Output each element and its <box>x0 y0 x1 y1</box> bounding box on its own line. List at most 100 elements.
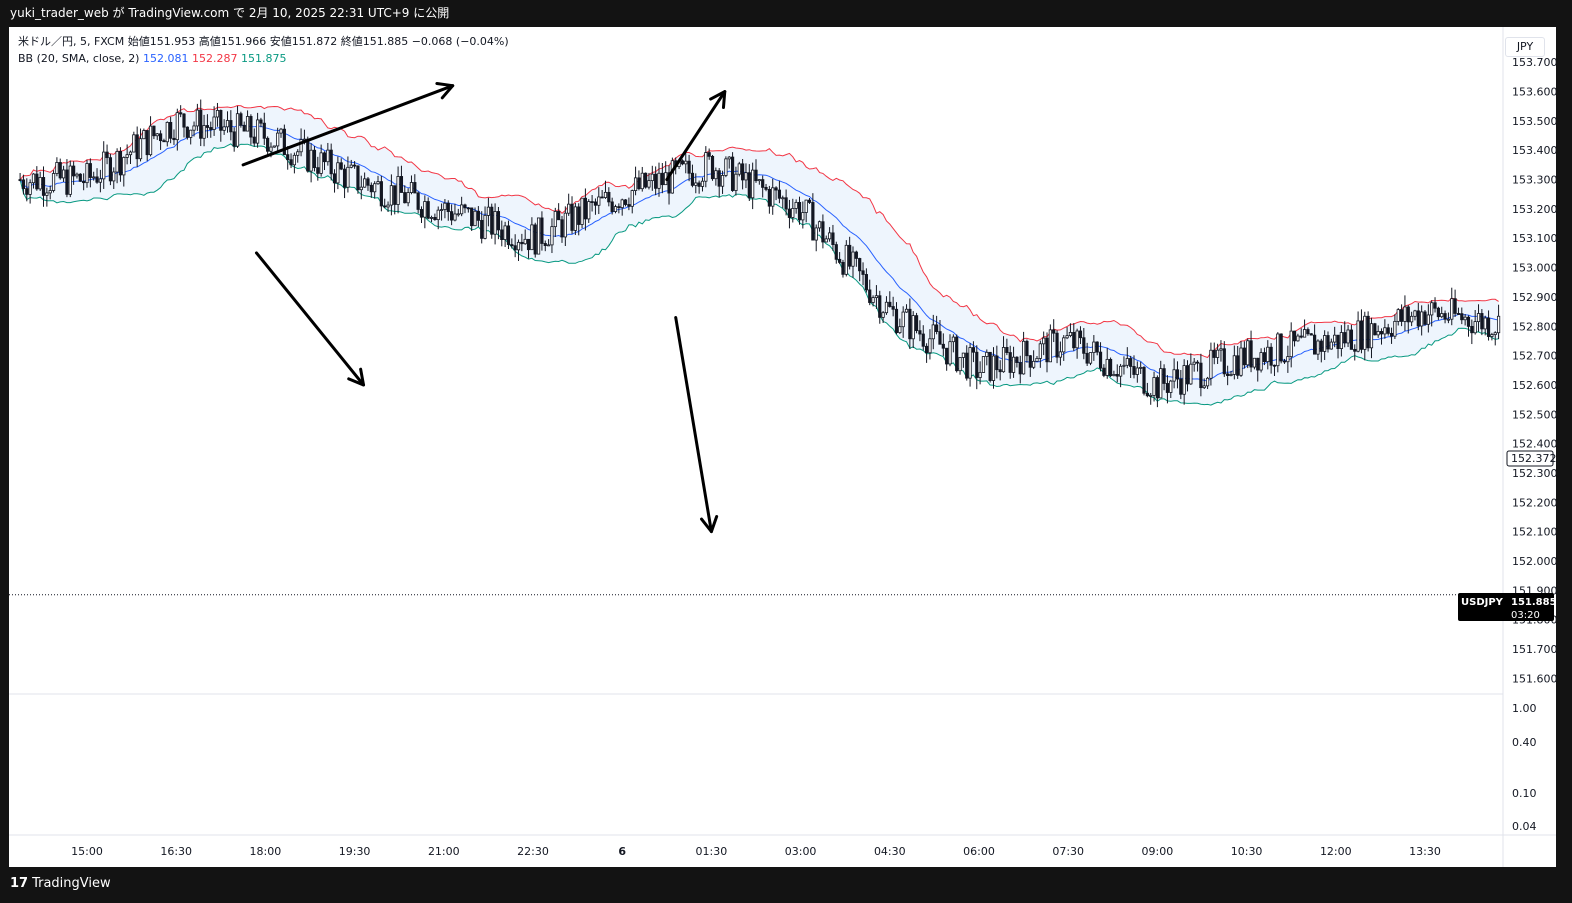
candle-body <box>1423 311 1427 325</box>
candle-body <box>761 179 765 188</box>
candle <box>493 203 497 245</box>
candle-body <box>182 113 186 128</box>
candle <box>105 144 109 165</box>
candle-body <box>640 172 644 190</box>
candle-body <box>657 172 661 189</box>
chart-canvas[interactable]: 153.700 153.600 153.500 153.400 153.300 153.2… <box>9 27 1556 867</box>
candle-body <box>1122 364 1126 367</box>
candle <box>935 315 939 335</box>
candle-body <box>894 308 899 334</box>
candle-body <box>1001 347 1006 373</box>
price-tick-label: 152.800 <box>1512 320 1556 333</box>
candle-body <box>58 162 62 179</box>
candle <box>955 334 959 373</box>
candle-body <box>1222 348 1226 375</box>
candle-body <box>393 185 397 205</box>
candle <box>28 179 32 204</box>
bb-label: BB (20, SMA, close, 2) <box>18 52 140 65</box>
candle <box>165 121 169 147</box>
arrow-shaft <box>241 84 455 167</box>
candle-body <box>1319 340 1323 352</box>
chart-legend[interactable]: 米ドル／円, 5, FXCM 始値151.953 高値151.966 安値151… <box>18 33 509 67</box>
time-tick-label: 22:30 <box>517 845 549 858</box>
trend-arrow[interactable] <box>254 251 366 387</box>
candle-body <box>346 166 350 188</box>
candle <box>138 128 143 162</box>
sub-pane-axis[interactable]: 1.00 0.40 0.10 0.04 <box>1512 702 1537 833</box>
ohlc-low: 安値151.872 <box>269 35 338 48</box>
candle <box>941 333 945 356</box>
candle-body <box>1142 366 1146 394</box>
candle-body <box>500 229 504 240</box>
candle <box>1222 341 1226 377</box>
candle-body <box>1470 325 1474 334</box>
candle <box>152 125 156 140</box>
candle <box>807 198 812 204</box>
price-axis[interactable]: 153.700 153.600 153.500 153.400 153.300 153.2… <box>1512 56 1556 685</box>
candle <box>557 203 561 221</box>
candle <box>1420 305 1424 336</box>
time-axis[interactable]: 15:00 16:30 18:00 19:30 21:00 22:30 6 01:30 03:0… <box>71 845 1441 858</box>
trend-arrow[interactable] <box>241 81 455 167</box>
candle-body <box>192 125 196 131</box>
candle <box>918 320 922 342</box>
candle <box>904 304 909 313</box>
candle-body <box>1256 357 1260 371</box>
candle-body <box>536 217 541 255</box>
candle <box>530 217 534 251</box>
candle <box>286 146 290 170</box>
trend-arrow[interactable] <box>665 90 727 182</box>
candle-body <box>480 219 484 239</box>
candle-body <box>339 162 343 170</box>
currency-button[interactable]: JPY <box>1505 37 1545 57</box>
candle <box>874 285 879 309</box>
candle-body <box>1162 368 1166 384</box>
candle <box>1266 340 1270 370</box>
candle <box>577 203 581 236</box>
trend-arrow[interactable] <box>674 315 719 534</box>
candle <box>570 196 574 234</box>
candle <box>122 156 126 187</box>
arrow-shaft <box>665 90 727 182</box>
candle <box>352 161 357 169</box>
candle-body <box>199 109 203 139</box>
candle <box>369 182 373 198</box>
candle <box>657 162 661 197</box>
candle-body <box>349 164 353 168</box>
candle <box>834 241 838 264</box>
candle <box>296 149 300 163</box>
candle-body <box>1155 377 1159 399</box>
chart-frame[interactable]: 153.700 153.600 153.500 153.400 153.300 153.2… <box>9 27 1556 867</box>
candle-body <box>1175 369 1180 380</box>
candle-body <box>898 326 902 334</box>
candle-body <box>399 176 404 193</box>
candle <box>630 189 634 214</box>
candle <box>710 154 715 181</box>
arrow-drawings[interactable] <box>241 81 1556 631</box>
bb-legend-row[interactable]: BB (20, SMA, close, 2) 152.081 152.287 1… <box>18 50 509 67</box>
candle <box>1343 321 1347 348</box>
candle <box>694 173 698 194</box>
candle <box>580 197 584 229</box>
candle-body <box>567 203 571 214</box>
candle <box>791 198 795 223</box>
candle-body <box>670 160 674 194</box>
candle-body <box>543 243 547 247</box>
candle <box>1078 326 1083 345</box>
current-price-symbol: USDJPY <box>1461 597 1504 608</box>
price-tick-label: 152.100 <box>1512 526 1556 539</box>
symbol-legend-row[interactable]: 米ドル／円, 5, FXCM 始値151.953 高値151.966 安値151… <box>18 33 509 50</box>
candle-body <box>1473 321 1477 334</box>
candle-body <box>1015 356 1019 363</box>
symbol-line: 米ドル／円, 5, FXCM <box>18 35 125 48</box>
candle <box>1001 336 1006 373</box>
candle-body <box>737 163 741 175</box>
candle-body <box>1266 346 1270 363</box>
candle-body <box>212 116 216 130</box>
candle-body <box>1192 361 1196 365</box>
candle <box>1212 342 1216 365</box>
candle <box>1346 325 1350 348</box>
candle-body <box>854 251 858 259</box>
candle-body <box>316 167 320 174</box>
candle-body <box>1098 351 1103 369</box>
